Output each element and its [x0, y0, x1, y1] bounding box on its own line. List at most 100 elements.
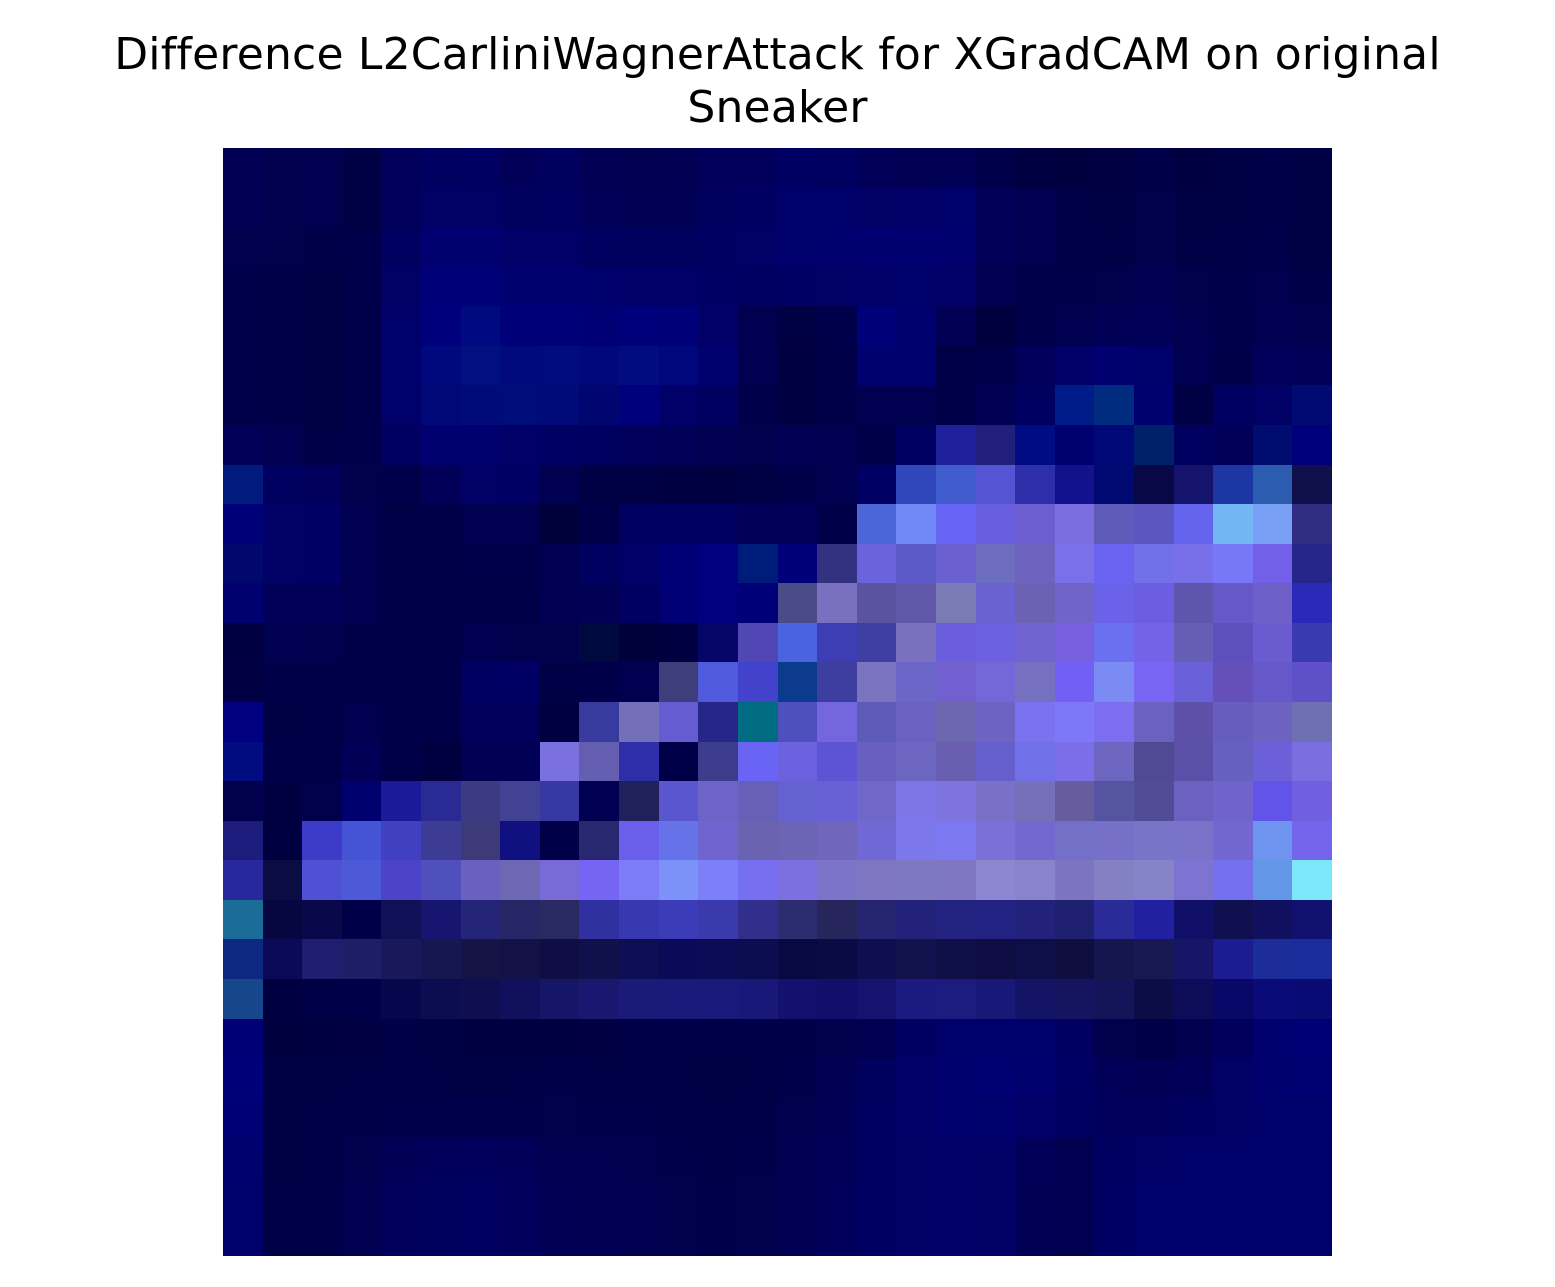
heatmap-pixel — [1292, 543, 1332, 584]
heatmap-pixel — [698, 543, 738, 584]
heatmap-pixel — [1054, 1216, 1095, 1256]
difference-heatmap-image — [223, 148, 1332, 1256]
heatmap-pixel — [341, 1058, 382, 1098]
heatmap-pixel — [539, 464, 580, 505]
heatmap-pixel — [1054, 979, 1095, 1019]
heatmap-pixel — [460, 583, 501, 623]
heatmap-pixel — [975, 425, 1016, 465]
heatmap-pixel — [896, 583, 936, 623]
heatmap-pixel — [262, 227, 303, 267]
heatmap-pixel — [1173, 662, 1214, 702]
heatmap-pixel — [817, 622, 857, 663]
heatmap-pixel — [421, 504, 461, 544]
heatmap-pixel — [1252, 227, 1293, 267]
heatmap-pixel — [302, 306, 342, 346]
heatmap-pixel — [737, 425, 778, 465]
heatmap-pixel — [975, 860, 1016, 900]
heatmap-pixel — [619, 662, 659, 702]
heatmap-pixel — [619, 504, 659, 544]
heatmap-pixel — [1292, 148, 1332, 188]
heatmap-pixel — [1213, 622, 1253, 663]
heatmap-pixel — [381, 425, 422, 465]
heatmap-pixel — [1213, 1216, 1253, 1256]
heatmap-pixel — [1015, 148, 1055, 188]
heatmap-pixel — [896, 464, 936, 505]
heatmap-pixel — [1133, 385, 1174, 425]
heatmap-pixel — [619, 702, 659, 742]
heatmap-pixel — [1094, 1176, 1134, 1217]
heatmap-pixel — [262, 979, 303, 1019]
heatmap-pixel — [619, 583, 659, 623]
heatmap-pixel — [1094, 504, 1134, 544]
heatmap-pixel — [460, 1137, 501, 1177]
heatmap-pixel — [381, 939, 422, 979]
heatmap-pixel — [1292, 622, 1332, 663]
heatmap-pixel — [856, 1176, 897, 1217]
heatmap-pixel — [262, 187, 303, 228]
heatmap-pixel — [421, 1176, 461, 1217]
heatmap-pixel — [1173, 385, 1214, 425]
heatmap-pixel — [223, 187, 263, 228]
heatmap-pixel — [579, 266, 620, 307]
heatmap-pixel — [381, 464, 422, 505]
heatmap-pixel — [1173, 266, 1214, 307]
heatmap-pixel — [460, 820, 501, 861]
heatmap-pixel — [460, 187, 501, 228]
heatmap-pixel — [975, 148, 1016, 188]
heatmap-pixel — [975, 702, 1016, 742]
heatmap-pixel — [1173, 1097, 1214, 1138]
heatmap-pixel — [619, 820, 659, 861]
heatmap-pixel — [737, 1176, 778, 1217]
heatmap-pixel — [341, 345, 382, 386]
heatmap-pixel — [777, 1097, 818, 1138]
heatmap-pixel — [1292, 662, 1332, 702]
heatmap-pixel — [302, 939, 342, 979]
heatmap-pixel — [737, 345, 778, 386]
heatmap-pixel — [1094, 702, 1134, 742]
heatmap-pixel — [698, 266, 738, 307]
heatmap-pixel — [1054, 622, 1095, 663]
heatmap-pixel — [381, 345, 422, 386]
heatmap-pixel — [539, 979, 580, 1019]
heatmap-pixel — [381, 1137, 422, 1177]
heatmap-pixel — [737, 227, 778, 267]
heatmap-pixel — [896, 820, 936, 861]
heatmap-pixel — [341, 1097, 382, 1138]
heatmap-pixel — [1015, 464, 1055, 505]
heatmap-pixel — [421, 939, 461, 979]
heatmap-pixel — [539, 622, 580, 663]
heatmap-pixel — [1133, 464, 1174, 505]
heatmap-pixel — [1173, 1137, 1214, 1177]
heatmap-pixel — [1094, 860, 1134, 900]
heatmap-pixel — [341, 979, 382, 1019]
heatmap-pixel — [896, 622, 936, 663]
heatmap-pixel — [262, 583, 303, 623]
heatmap-pixel — [737, 939, 778, 979]
heatmap-pixel — [539, 781, 580, 821]
heatmap-pixel — [1015, 1176, 1055, 1217]
heatmap-pixel — [1054, 662, 1095, 702]
heatmap-pixel — [1173, 939, 1214, 979]
heatmap-pixel — [302, 345, 342, 386]
heatmap-pixel — [935, 543, 976, 584]
heatmap-pixel — [1173, 148, 1214, 188]
heatmap-pixel — [935, 148, 976, 188]
heatmap-pixel — [1054, 227, 1095, 267]
heatmap-pixel — [302, 227, 342, 267]
heatmap-pixel — [856, 939, 897, 979]
heatmap-pixel — [777, 504, 818, 544]
heatmap-pixel — [817, 385, 857, 425]
heatmap-pixel — [698, 425, 738, 465]
heatmap-pixel — [935, 227, 976, 267]
heatmap-pixel — [500, 781, 540, 821]
heatmap-pixel — [302, 1018, 342, 1059]
heatmap-pixel — [1292, 266, 1332, 307]
heatmap-pixel — [1292, 781, 1332, 821]
heatmap-pixel — [1252, 425, 1293, 465]
heatmap-pixel — [460, 1097, 501, 1138]
heatmap-pixel — [856, 1216, 897, 1256]
heatmap-pixel — [1252, 504, 1293, 544]
heatmap-pixel — [539, 345, 580, 386]
heatmap-pixel — [619, 464, 659, 505]
heatmap-pixel — [302, 662, 342, 702]
